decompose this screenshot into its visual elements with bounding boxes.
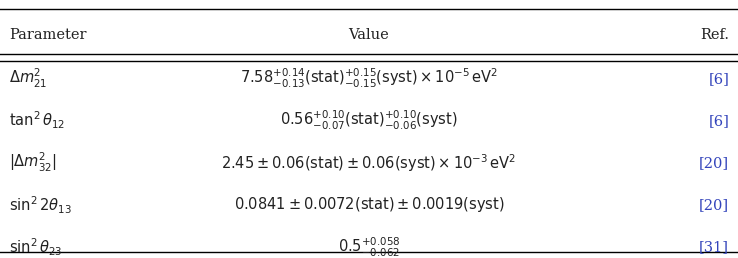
Text: $\sin^2 \theta_{23}$: $\sin^2 \theta_{23}$ xyxy=(9,236,63,257)
Text: $2.45 \pm 0.06\mathrm{(stat)} \pm 0.06\mathrm{(syst)} \times 10^{-3}\,\mathrm{eV: $2.45 \pm 0.06\mathrm{(stat)} \pm 0.06\m… xyxy=(221,152,517,174)
Text: $\sin^2 2\theta_{13}$: $\sin^2 2\theta_{13}$ xyxy=(9,194,72,215)
Text: $0.56^{+0.10}_{-0.07}\mathrm{(stat)}^{+0.10}_{-0.06}\mathrm{(syst)}$: $0.56^{+0.10}_{-0.07}\mathrm{(stat)}^{+0… xyxy=(280,109,458,132)
Text: $\Delta m^2_{21}$: $\Delta m^2_{21}$ xyxy=(9,67,47,90)
Text: [6]: [6] xyxy=(708,72,729,86)
Text: [31]: [31] xyxy=(699,240,729,254)
Text: Ref.: Ref. xyxy=(700,28,729,42)
Text: $0.5^{+0.058}_{-0.062}$: $0.5^{+0.058}_{-0.062}$ xyxy=(338,235,400,258)
Text: [20]: [20] xyxy=(699,156,729,170)
Text: $0.0841 \pm 0.0072\mathrm{(stat)} \pm 0.0019\mathrm{(syst)}$: $0.0841 \pm 0.0072\mathrm{(stat)} \pm 0.… xyxy=(234,195,504,214)
Text: [6]: [6] xyxy=(708,114,729,128)
Text: $|\Delta m^2_{32}|$: $|\Delta m^2_{32}|$ xyxy=(9,151,57,174)
Text: $\tan^2 \theta_{12}$: $\tan^2 \theta_{12}$ xyxy=(9,110,65,131)
Text: Value: Value xyxy=(348,28,390,42)
Text: [20]: [20] xyxy=(699,198,729,212)
Text: $7.58^{+0.14}_{-0.13}\mathrm{(stat)}^{+0.15}_{-0.15}\mathrm{(syst)} \times 10^{-: $7.58^{+0.14}_{-0.13}\mathrm{(stat)}^{+0… xyxy=(240,67,498,90)
Text: Parameter: Parameter xyxy=(9,28,86,42)
